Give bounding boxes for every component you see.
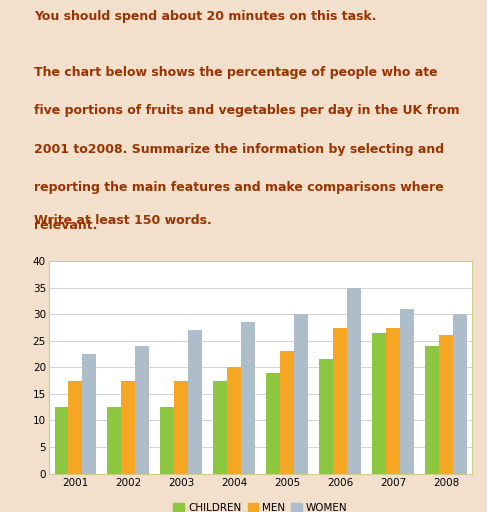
Bar	[453, 314, 467, 474]
Bar	[439, 335, 453, 474]
Text: You should spend about 20 minutes on this task.: You should spend about 20 minutes on thi…	[34, 10, 376, 23]
Bar	[174, 380, 188, 474]
Bar	[241, 322, 255, 474]
Bar	[188, 330, 202, 474]
Bar	[294, 314, 308, 474]
Bar	[425, 346, 439, 474]
Bar	[386, 328, 400, 474]
Text: relevant.: relevant.	[34, 219, 97, 232]
Bar	[82, 354, 96, 474]
Bar	[280, 351, 294, 474]
Bar	[160, 407, 174, 474]
Text: Write at least 150 words.: Write at least 150 words.	[34, 214, 212, 227]
Bar	[227, 368, 241, 474]
Text: reporting the main features and make comparisons where: reporting the main features and make com…	[34, 181, 444, 194]
Text: five portions of fruits and vegetables per day in the UK from: five portions of fruits and vegetables p…	[34, 104, 460, 117]
Text: The chart below shows the percentage of people who ate: The chart below shows the percentage of …	[34, 67, 438, 79]
Bar	[68, 380, 82, 474]
Bar	[319, 359, 333, 474]
Bar	[121, 380, 135, 474]
Bar	[108, 407, 121, 474]
Bar	[266, 373, 280, 474]
Bar	[372, 333, 386, 474]
Bar	[333, 328, 347, 474]
Legend: CHILDREN, MEN, WOMEN: CHILDREN, MEN, WOMEN	[171, 501, 350, 512]
Bar	[55, 407, 68, 474]
Text: 2001 to2008. Summarize the information by selecting and: 2001 to2008. Summarize the information b…	[34, 142, 444, 156]
Bar	[135, 346, 149, 474]
Bar	[213, 380, 227, 474]
Bar	[400, 309, 413, 474]
Bar	[347, 288, 361, 474]
